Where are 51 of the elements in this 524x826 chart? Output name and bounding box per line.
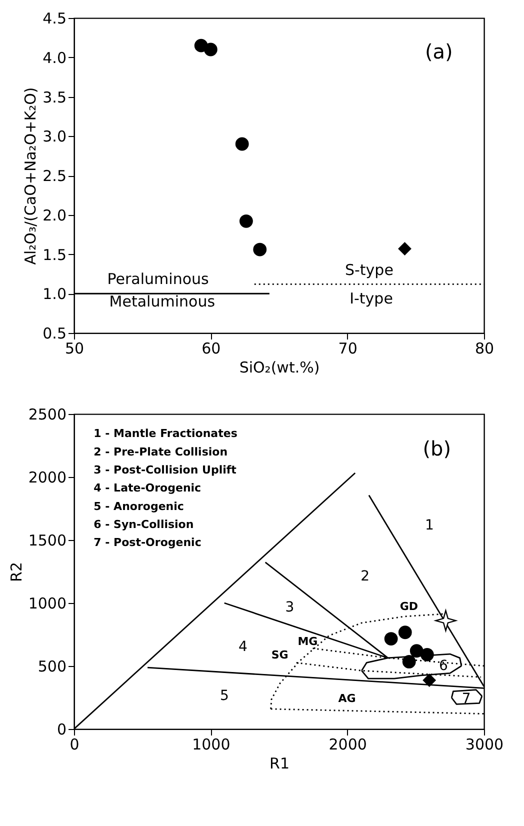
annotation: SG (271, 648, 288, 662)
y-tick-label: 1.5 (42, 246, 66, 264)
y-tick-label: 1500 (28, 532, 66, 550)
annotation: 7 - Post-Orogenic (94, 536, 202, 550)
annotation: 4 - Late-Orogenic (94, 482, 202, 495)
annotation: 2 (360, 568, 370, 585)
annotation: 1 - Mantle Fractionates (94, 427, 238, 440)
annotation: 6 (438, 658, 448, 674)
y-tick-label: 0.5 (42, 324, 66, 342)
y-tick-label: 1.0 (42, 285, 66, 304)
annotation: Metaluminous (109, 292, 216, 310)
x-axis-title: SiO₂(wt.%) (239, 358, 320, 376)
annotation: MG (298, 635, 318, 648)
y-axis-title: R2 (7, 562, 26, 582)
annotation: AG (338, 692, 356, 705)
annotation: 3 - Post-Collision Uplift (94, 464, 236, 477)
x-tick-label: 70 (338, 340, 358, 358)
y-axis-title: Al₂O₃/(CaO+Na₂O+K₂O) (22, 87, 40, 265)
annotation: S-type (344, 261, 394, 279)
annotation: 5 - Anorogenic (94, 500, 184, 513)
annotation: 3 (285, 599, 294, 616)
y-tick-label: 4.5 (42, 10, 66, 28)
x-axis-title: R1 (270, 754, 290, 772)
x-tick-label: 1000 (192, 736, 230, 754)
annotation: Peraluminous (107, 270, 210, 288)
y-tick-label: 4.0 (42, 48, 66, 67)
x-tick-label: 2000 (328, 736, 367, 754)
annotation: (b) (422, 436, 452, 460)
y-tick-label: 1000 (28, 594, 66, 612)
annotation: 2 - Pre-Plate Collision (94, 445, 228, 458)
x-tick-label: 0 (70, 736, 80, 754)
x-tick-label: 50 (64, 340, 84, 358)
y-tick-label: 3.0 (42, 128, 66, 146)
x-tick-label: 80 (474, 340, 494, 358)
annotation: I-type (350, 289, 393, 308)
annotation: (a) (424, 40, 453, 64)
y-tick-label: 2500 (28, 406, 66, 424)
x-tick-label: 3000 (465, 736, 504, 754)
annotation: GD (400, 600, 418, 613)
x-tick-label: 60 (202, 340, 221, 358)
y-tick-label: 3.5 (42, 88, 66, 106)
y-tick-label: 0 (56, 720, 66, 738)
y-tick-label: 2.5 (42, 167, 66, 185)
annotation: 6 - Syn-Collision (94, 518, 194, 531)
annotation: 7 (462, 690, 471, 707)
annotation: 4 (238, 638, 248, 655)
y-tick-label: 500 (38, 658, 66, 676)
y-tick-label: 2000 (28, 468, 66, 486)
y-tick-label: 2.0 (42, 206, 66, 224)
annotation: 5 (220, 688, 229, 704)
annotation: 1 (425, 518, 434, 534)
